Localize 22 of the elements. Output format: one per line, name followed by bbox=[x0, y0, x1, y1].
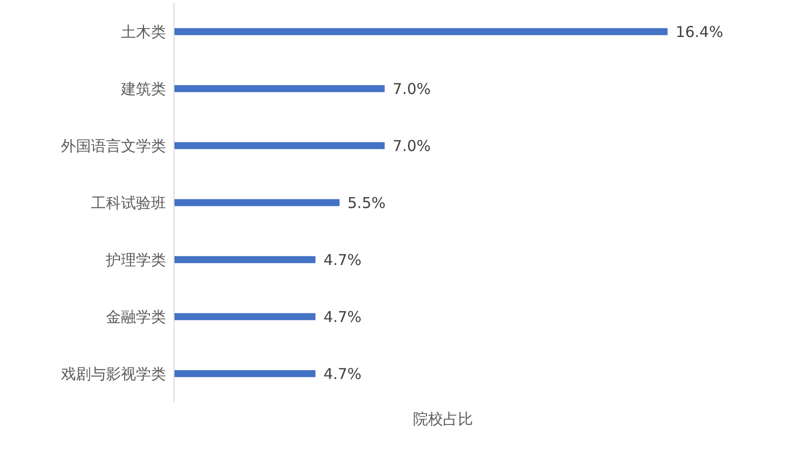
y-tick-label: 戏剧与影视学类 bbox=[61, 364, 166, 383]
y-tick-label: 金融学类 bbox=[106, 308, 166, 326]
data-label: 4.7% bbox=[323, 308, 362, 326]
data-label: 4.7% bbox=[323, 364, 362, 383]
bar bbox=[174, 85, 385, 92]
bar bbox=[174, 256, 316, 264]
data-label: 5.5% bbox=[348, 194, 386, 212]
y-tick-label: 工科试验班 bbox=[91, 194, 166, 212]
data-label: 4.7% bbox=[323, 250, 362, 269]
data-label: 16.4% bbox=[676, 22, 724, 41]
y-tick-label: 护理学类 bbox=[105, 250, 166, 269]
data-label: 7.0% bbox=[392, 80, 431, 98]
x-axis-title: 院校占比 bbox=[412, 410, 474, 429]
y-tick-label: 外国语言文学类 bbox=[61, 136, 166, 155]
y-tick-label: 土木类 bbox=[121, 22, 166, 41]
bar bbox=[174, 199, 340, 206]
bar bbox=[174, 142, 385, 150]
bar bbox=[174, 313, 316, 320]
y-tick-label: 建筑类 bbox=[120, 80, 166, 98]
data-label: 7.0% bbox=[392, 136, 431, 155]
bar bbox=[174, 28, 668, 36]
bar bbox=[174, 370, 316, 378]
